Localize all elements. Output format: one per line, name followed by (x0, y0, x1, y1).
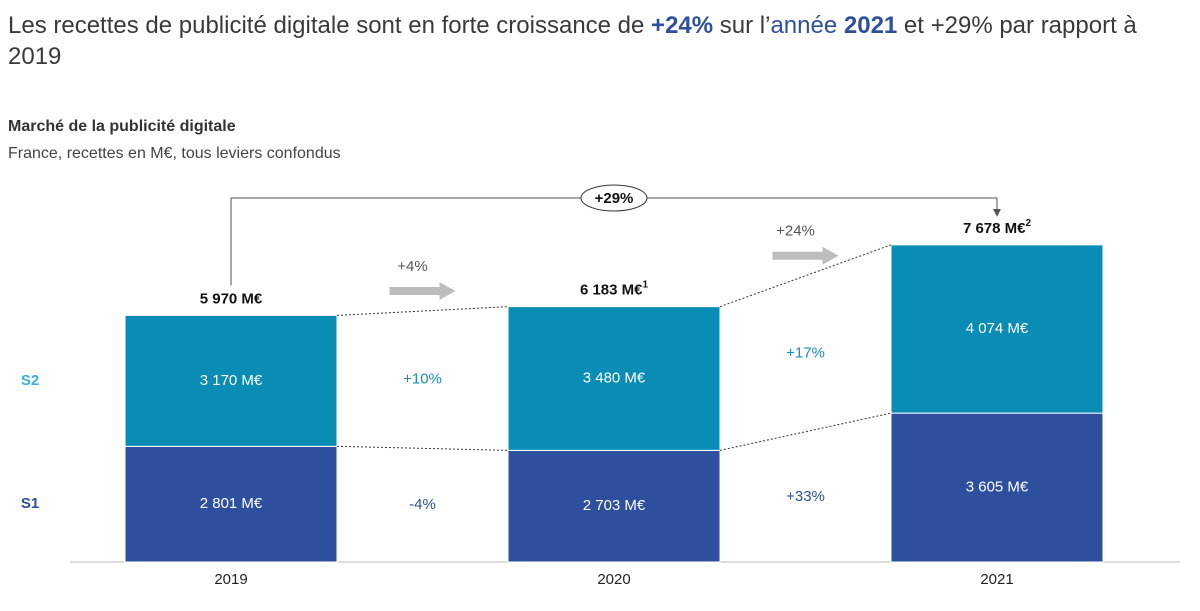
value-label: 2 801 M€ (200, 495, 263, 512)
legend-label: S1 (21, 495, 39, 512)
growth-label: -4% (409, 496, 436, 513)
x-tick-label: 2019 (214, 571, 247, 588)
title: Les recettes de publicité digitale sont … (8, 10, 1188, 72)
total-value: 5 970 M€ (200, 290, 263, 307)
total-value: 6 183 M€ (580, 282, 643, 299)
total-label: 7 678 M€2 (963, 218, 1032, 237)
title-part: et +29% par rapport à 2019 (8, 12, 1137, 70)
growth-label: +17% (786, 345, 825, 362)
total-value: 7 678 M€ (963, 220, 1026, 237)
value-label: 3 480 M€ (583, 369, 646, 386)
connector (336, 306, 509, 316)
bar-segment (890, 244, 1104, 414)
value-label: 3 170 M€ (200, 372, 263, 389)
growth-arrow (772, 246, 839, 265)
bar-segment (124, 445, 338, 563)
x-tick-label: 2020 (597, 571, 630, 588)
bar-segment (507, 306, 721, 451)
title-part: sur l’ (713, 12, 771, 39)
growth-arrow (389, 282, 456, 301)
growth-label: +10% (403, 371, 442, 388)
connector (336, 445, 509, 451)
overall-growth-label: +29% (595, 190, 634, 207)
bar-segment (890, 412, 1104, 563)
bar-segment (124, 314, 338, 447)
badge (580, 184, 648, 212)
subtitle: France, recettes en M€, tous leviers con… (8, 145, 341, 162)
legend-label: S2 (21, 372, 39, 389)
value-label: 2 703 M€ (583, 497, 646, 514)
value-label: 4 074 M€ (966, 320, 1029, 337)
x-tick-label: 2021 (980, 571, 1013, 588)
growth-label: +33% (786, 488, 825, 505)
title-part: année (770, 12, 838, 39)
total-label: 5 970 M€ (200, 290, 263, 307)
subtitle: Marché de la publicité digitale (8, 118, 236, 135)
footnote: 1 (642, 279, 648, 290)
total-growth-label: +24% (776, 223, 815, 240)
value-label: 3 605 M€ (966, 479, 1029, 496)
connector (719, 412, 892, 451)
footnote: 2 (1025, 218, 1031, 229)
title-part: +24% (651, 12, 714, 39)
total-growth-label: +4% (397, 258, 427, 275)
total-label: 6 183 M€1 (580, 279, 649, 298)
title-part: Les recettes de publicité digitale sont … (8, 12, 652, 39)
title-part: 2021 (843, 12, 898, 39)
